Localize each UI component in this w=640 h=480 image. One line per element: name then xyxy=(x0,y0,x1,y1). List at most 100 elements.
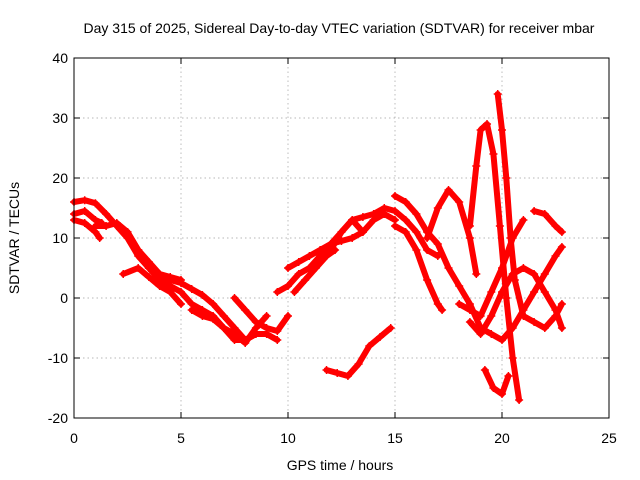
y-tick-label: -10 xyxy=(48,350,68,366)
data-point xyxy=(423,234,432,242)
data-point xyxy=(102,222,111,230)
data-point xyxy=(480,366,489,374)
data-point xyxy=(95,234,104,242)
data-point xyxy=(472,270,481,278)
data-point xyxy=(284,312,292,320)
series-line-sat-m xyxy=(323,325,394,379)
data-point xyxy=(557,228,566,236)
data-point xyxy=(241,306,250,314)
data-point xyxy=(177,300,185,308)
data-point xyxy=(515,396,524,404)
series-line-sat-s xyxy=(481,367,512,397)
data-point xyxy=(476,126,485,134)
data-point xyxy=(519,312,528,320)
data-point xyxy=(326,246,335,254)
data-point xyxy=(301,276,310,284)
data-point xyxy=(551,222,560,230)
data-point xyxy=(530,270,539,278)
data-point xyxy=(502,174,511,182)
x-tick-label: 0 xyxy=(70,430,78,446)
data-point xyxy=(316,246,325,254)
data-point xyxy=(380,210,389,218)
data-point xyxy=(358,228,367,236)
data-point xyxy=(230,336,239,344)
x-tick-label: 10 xyxy=(280,430,296,446)
data-point xyxy=(284,282,292,290)
data-point xyxy=(391,222,399,230)
data-series xyxy=(70,90,566,404)
series-line-sat-e xyxy=(120,265,184,307)
x-tick-label: 5 xyxy=(177,430,185,446)
series-line-sat-c xyxy=(71,208,105,226)
data-point xyxy=(455,282,464,290)
data-point xyxy=(508,354,517,362)
data-point xyxy=(433,300,442,308)
data-point xyxy=(498,126,506,134)
data-point xyxy=(333,369,342,377)
y-tick-label: 30 xyxy=(52,110,68,126)
data-point xyxy=(438,306,447,314)
data-point xyxy=(504,372,513,380)
data-point xyxy=(209,300,218,308)
data-point xyxy=(401,198,410,206)
data-point xyxy=(391,192,399,200)
data-point xyxy=(134,264,143,272)
data-point xyxy=(423,246,432,254)
data-point xyxy=(80,219,89,227)
y-tick-label: 10 xyxy=(52,230,68,246)
data-point xyxy=(198,291,207,299)
data-point xyxy=(177,288,185,296)
data-point xyxy=(144,273,153,281)
data-point xyxy=(401,228,410,236)
data-point xyxy=(358,213,367,221)
data-point xyxy=(465,222,474,230)
data-point xyxy=(476,330,485,338)
data-point xyxy=(557,243,566,251)
data-point xyxy=(177,276,185,284)
y-tick-label: 0 xyxy=(60,290,68,306)
data-point xyxy=(455,198,464,206)
data-point xyxy=(376,333,385,341)
data-point xyxy=(348,216,357,224)
data-point xyxy=(493,90,502,98)
data-point xyxy=(343,372,352,380)
data-point xyxy=(508,270,517,278)
data-point xyxy=(273,336,282,344)
data-point xyxy=(502,294,511,302)
data-point xyxy=(166,288,175,296)
data-point xyxy=(80,207,89,215)
series-line-sat-a xyxy=(71,197,281,343)
data-point xyxy=(530,207,539,215)
data-point xyxy=(294,270,303,278)
data-point xyxy=(401,216,410,224)
data-point xyxy=(119,270,128,278)
series-line-sat-r xyxy=(494,91,565,331)
data-point xyxy=(155,282,164,290)
data-point xyxy=(472,162,481,170)
data-point xyxy=(80,196,89,205)
data-point xyxy=(123,228,132,236)
y-tick-label: 40 xyxy=(52,50,68,66)
data-point xyxy=(557,300,566,308)
y-axis-label: SDTVAR / TECUs xyxy=(6,182,22,294)
data-point xyxy=(495,222,504,230)
data-point xyxy=(498,264,506,272)
data-point xyxy=(530,318,539,326)
data-point xyxy=(354,360,363,368)
data-point xyxy=(465,318,474,326)
data-point xyxy=(155,270,164,278)
data-point xyxy=(241,336,250,344)
data-point xyxy=(551,306,560,314)
data-point xyxy=(465,306,474,314)
axis-ticks: 0 5 10 15 20 25 -20 -10 0 10 20 30 40 xyxy=(48,50,617,446)
data-point xyxy=(294,258,303,266)
data-point xyxy=(557,324,566,332)
data-point xyxy=(262,312,271,320)
y-tick-label: -20 xyxy=(48,410,68,426)
chart-title: Day 315 of 2025, Sidereal Day-to-day VTE… xyxy=(84,20,595,36)
data-point xyxy=(348,234,357,242)
data-point xyxy=(369,216,378,224)
data-point xyxy=(365,342,374,350)
data-point xyxy=(337,228,346,236)
data-point xyxy=(444,264,453,272)
